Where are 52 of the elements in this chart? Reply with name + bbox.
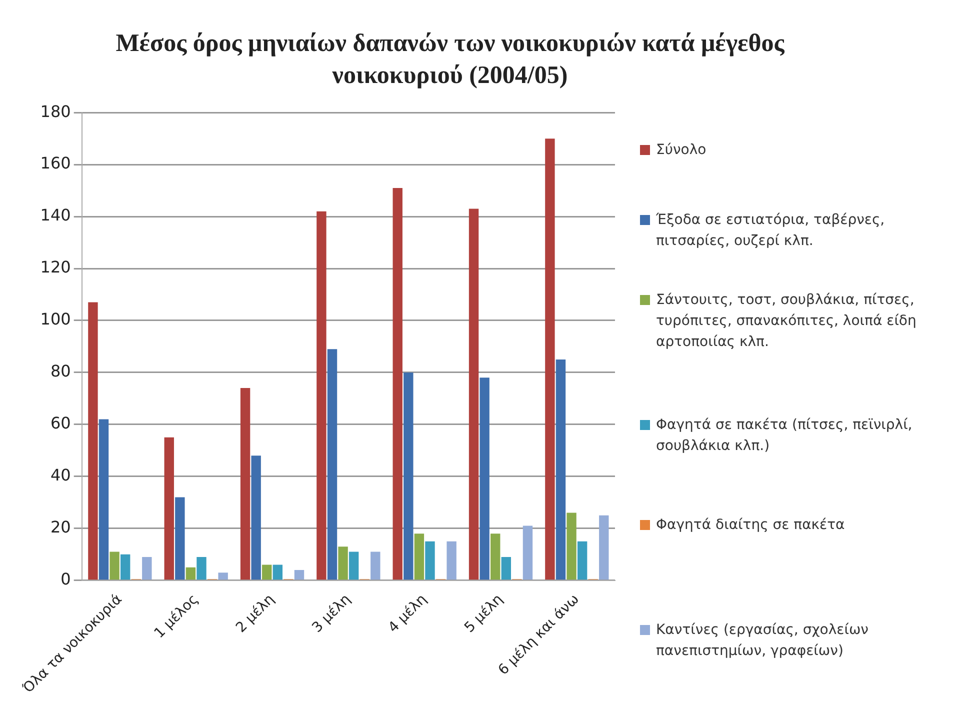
bar [348, 552, 359, 580]
bar [392, 188, 402, 580]
bar [218, 572, 228, 580]
bar [404, 372, 414, 580]
bar [272, 564, 283, 580]
y-tick-label: 180 [40, 102, 71, 121]
legend-label: Φαγητά διαίτης σε πακέτα [656, 516, 845, 535]
bar [98, 419, 109, 580]
bar [338, 546, 348, 580]
y-tick-label: 40 [50, 466, 71, 485]
y-tick-label: 80 [50, 362, 71, 381]
bar [196, 556, 206, 580]
bar [468, 208, 479, 580]
legend-label: Φαγητά σε πακέτα (πίτσες, πεϊνιρλί, σουβλάκια κλπ.) [656, 416, 914, 456]
bar [577, 541, 588, 580]
bar [110, 552, 120, 580]
bar [175, 497, 185, 580]
bar [164, 437, 174, 580]
bar [522, 526, 533, 580]
bar [142, 556, 152, 580]
legend-label: Έξοδα σε εστιατόρια, ταβέρνες, πιτσαρίες, ουζερί κλπ. [656, 211, 886, 251]
y-tick-label: 100 [40, 310, 71, 329]
bar [501, 556, 512, 580]
chart-title: Μέσος όρος μηνιαίων δαπανών των νοικοκυριών κατά μέγεθος νοικοκυριού (2004/05) [114, 29, 786, 91]
bar [446, 541, 456, 580]
bar [566, 512, 576, 580]
bar [316, 211, 326, 580]
legend-label: Σύνολο [656, 141, 706, 160]
bar [480, 378, 490, 580]
y-tick-label: 0 [60, 570, 71, 589]
y-tick-label: 160 [40, 154, 71, 173]
bar [186, 567, 196, 580]
y-tick-label: 20 [50, 518, 71, 537]
bar [370, 552, 380, 580]
bar [240, 388, 250, 580]
bar [120, 554, 130, 580]
bar [327, 349, 338, 580]
bar [490, 534, 500, 580]
bar [251, 456, 261, 580]
bar [599, 515, 609, 580]
y-tick-label: 60 [50, 414, 71, 433]
bar [414, 534, 424, 580]
bar [262, 564, 272, 580]
y-tick-label: 120 [40, 258, 71, 277]
bar [556, 359, 566, 580]
bar [545, 138, 555, 580]
legend-label: Σάντουιτς, τοστ, σουβλάκια, πίτσες, τυρόπιτες, σπανακόπιτες, λοιπά είδη αρτοποιίας κλπ. [656, 291, 918, 352]
y-tick-label: 140 [40, 206, 71, 225]
bar [294, 570, 304, 580]
bar [88, 302, 98, 580]
bar [425, 541, 435, 580]
legend-label: Καντίνες (εργασίας, σχολείων πανεπιστημίων, γραφείων) [656, 621, 870, 661]
